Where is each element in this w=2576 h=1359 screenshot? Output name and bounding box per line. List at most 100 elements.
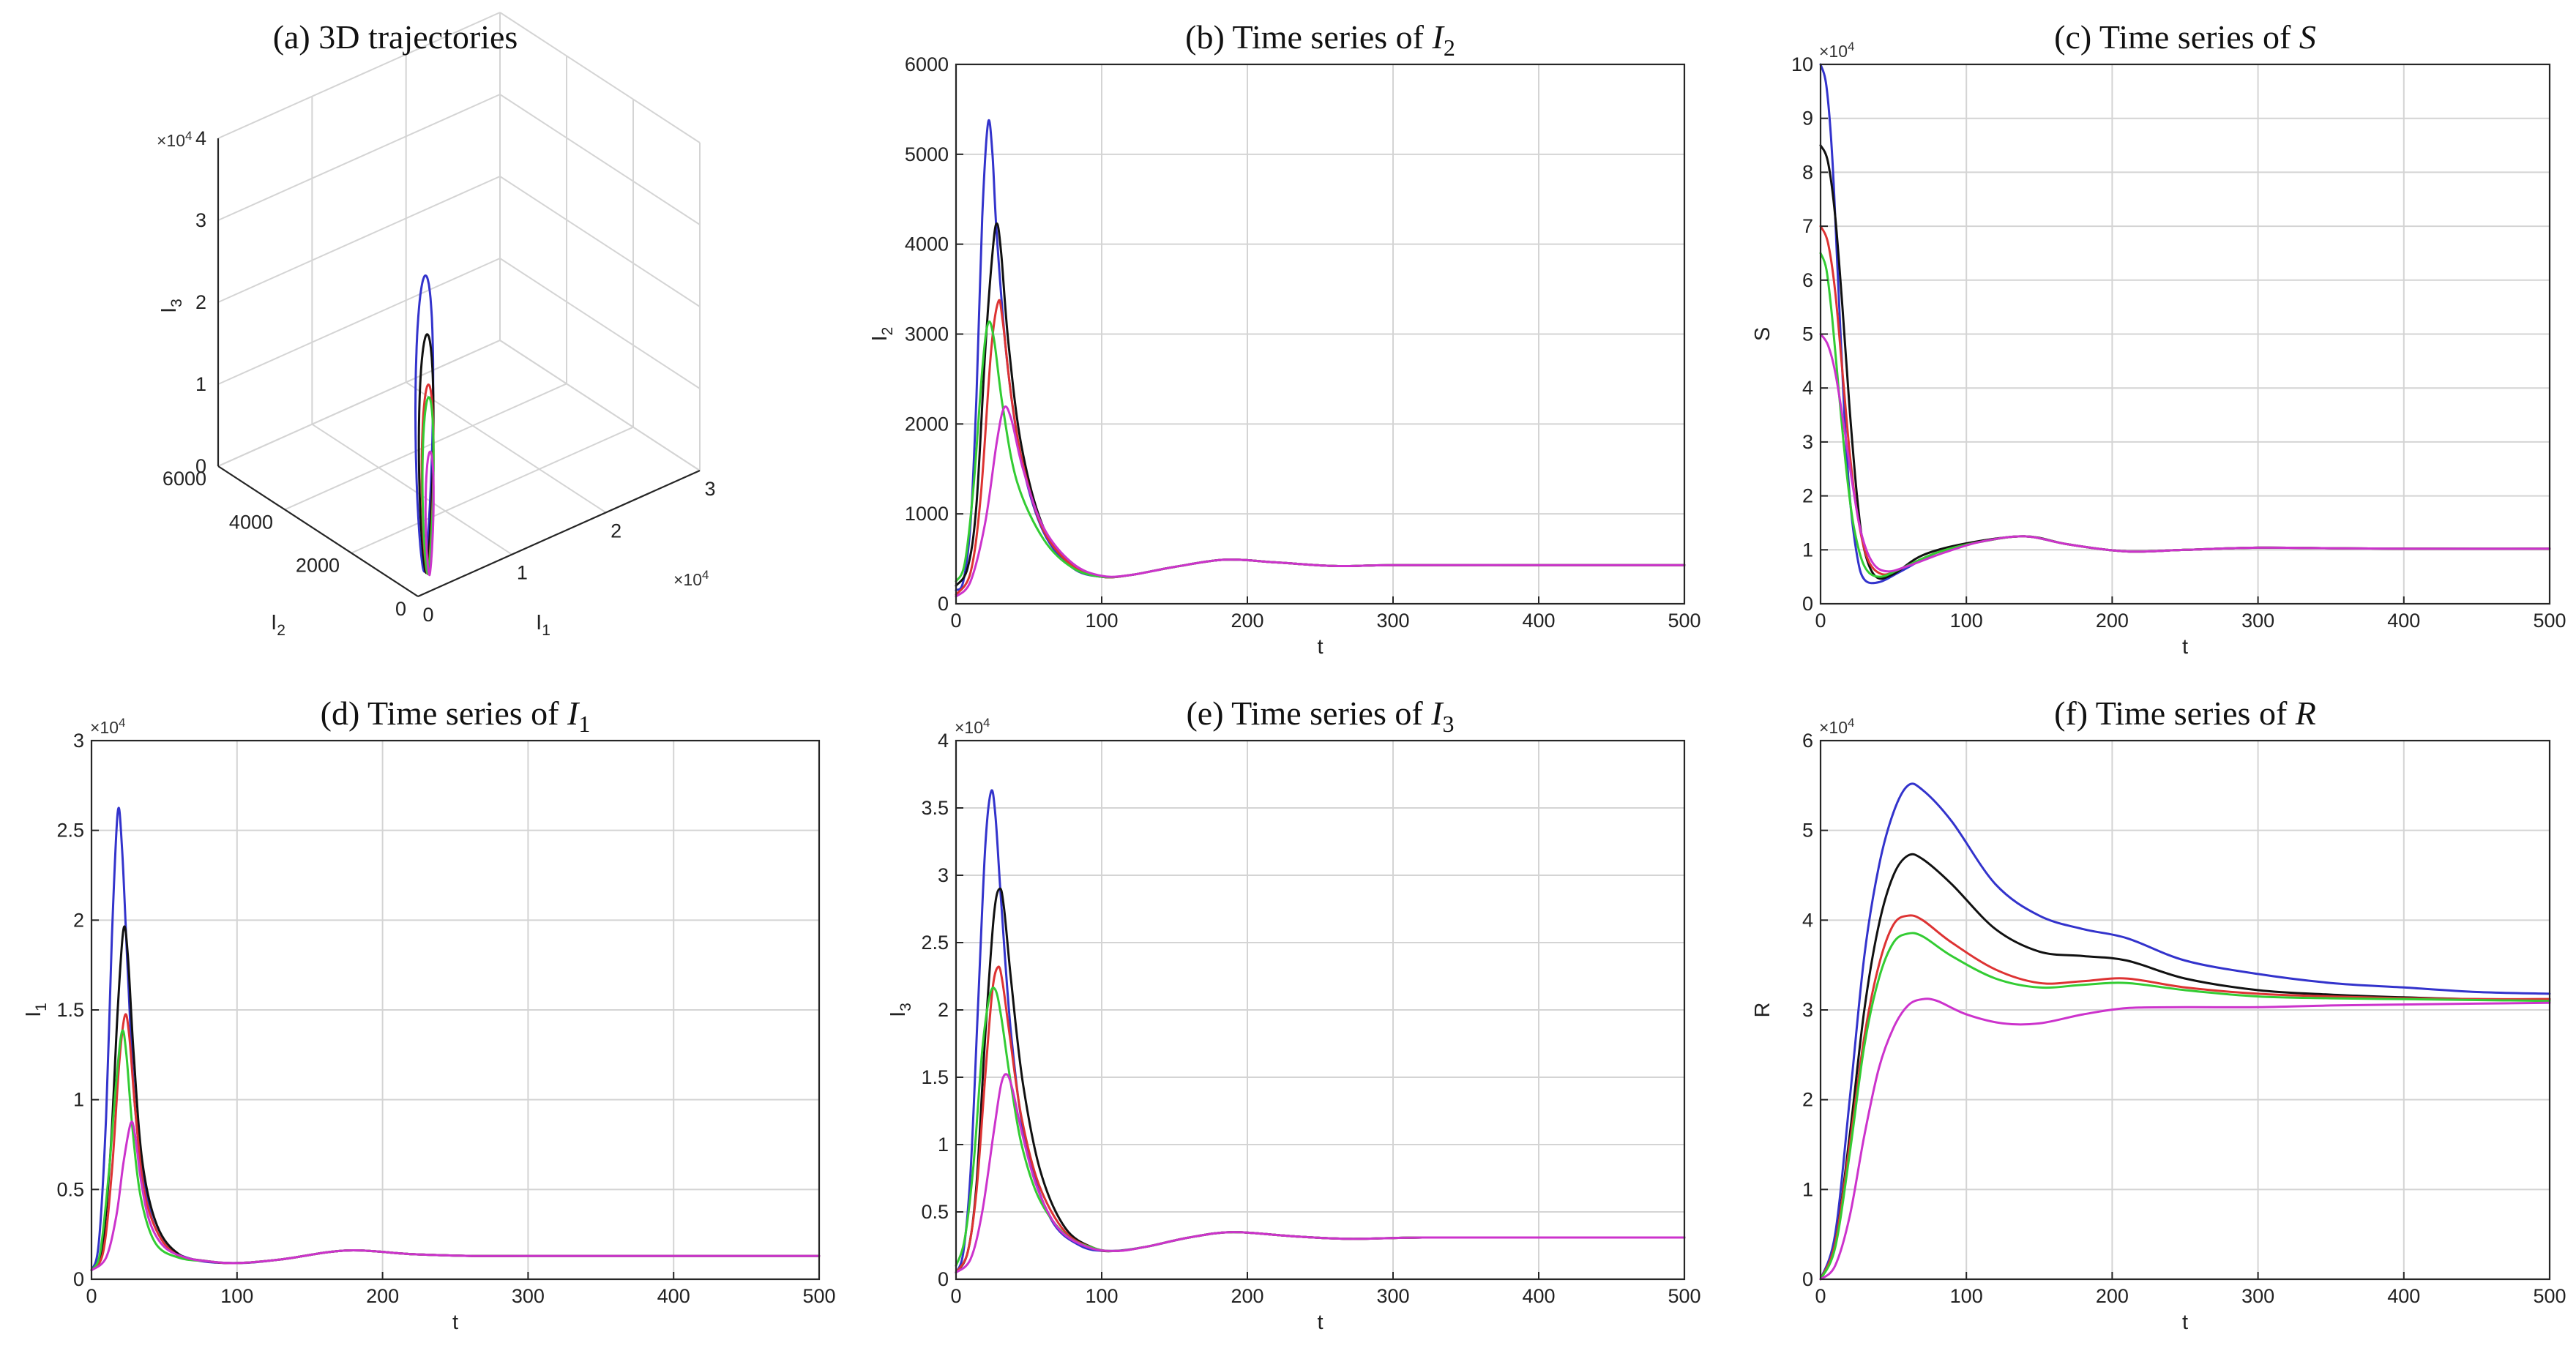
grid-line-z-wall [217, 258, 501, 385]
y-tick-label: 2 [938, 999, 949, 1021]
y-tick-label: 0.5 [921, 1201, 949, 1223]
panel-title: (b) Time series of I2 [1185, 18, 1455, 61]
x-axis-label: t [1317, 1311, 1323, 1334]
x-tick-label: 500 [802, 1285, 835, 1307]
trajectory-loop-5 [424, 450, 435, 577]
y-tick-label: 0.5 [56, 1178, 84, 1200]
y-tick-label: 3000 [905, 323, 949, 345]
panel-b: 0 100 200 300 400 500010002000300040005000600… [868, 18, 1701, 659]
x-tick-label: 200 [366, 1285, 399, 1307]
z-tick-label: 1 [195, 373, 206, 395]
grid-line-z-wall [217, 176, 501, 303]
grid-line-z-wall [217, 12, 501, 139]
x-tick-label: 300 [2241, 610, 2274, 632]
x-tick-label: 0 [950, 610, 961, 632]
grid-line-y-floor [284, 383, 567, 511]
y-axis-label: I2 [271, 611, 285, 639]
x-tick-label: 3 [704, 478, 715, 500]
grid-line-z-wall [217, 94, 501, 221]
panel-title: (c) Time series of S [2054, 18, 2316, 56]
y-tick-label: 5000 [905, 143, 949, 165]
x-tick-label: 500 [2533, 1285, 2566, 1307]
x-tick-label: 200 [1231, 610, 1263, 632]
y-tick-label: 6000 [905, 53, 949, 75]
grid-line-z-wall2 [499, 176, 701, 307]
y-tick-label: 1000 [905, 503, 949, 525]
y-axis-line [217, 465, 419, 597]
y-tick-label: 0 [938, 1268, 949, 1290]
x-tick-label: 400 [2387, 610, 2420, 632]
x-tick-label: 100 [1950, 610, 1983, 632]
x-tick-label: 100 [1085, 1285, 1118, 1307]
x-tick-label: 0 [1815, 610, 1826, 632]
x-tick-label: 500 [2533, 610, 2566, 632]
z-axis-label: I3 [157, 299, 185, 313]
y-tick-label: 0 [1802, 1268, 1813, 1290]
y-tick-label: 1 [1802, 1178, 1813, 1200]
y-tick-label: 2 [73, 909, 84, 931]
y-tick-label: 4 [1802, 909, 1813, 931]
x-tick-label: 100 [1085, 610, 1118, 632]
series-line-1 [955, 119, 1686, 592]
series-line-2 [955, 887, 1686, 1274]
series-line-4 [1819, 932, 2551, 1281]
y-tick-label: 1 [938, 1134, 949, 1156]
panel-e: 0 100 200 300 400 500 0 0.5 1 1.5 2 2.5 3 3.5 4 t I3 ×104… [886, 695, 1701, 1334]
grid-line-x-floor [311, 423, 512, 555]
series-line-3 [1819, 225, 2551, 576]
y-tick-label: 3.5 [921, 797, 949, 819]
series-line-3 [1819, 914, 2551, 1281]
panel-title: (d) Time series of I1 [321, 695, 591, 737]
x-tick-label: 500 [1668, 610, 1700, 632]
y-tick-label: 4000 [905, 233, 949, 255]
y-tick-label: 7 [1802, 215, 1813, 237]
series-line-2 [90, 925, 821, 1272]
z-tick-label: 4 [195, 127, 206, 149]
series-line-2 [955, 222, 1686, 587]
y-tick-label: 3 [73, 730, 84, 752]
grid-line-z-wall [217, 340, 501, 467]
x-tick-label: 100 [1950, 1285, 1983, 1307]
series-line-1 [955, 789, 1686, 1274]
x-tick-label: 0 [86, 1285, 97, 1307]
panel-c: 0 100 200 300 400 500 0 1 2 3 4 5 6 7 8 9 10 t S ×104 (c) Ti… [1751, 18, 2566, 659]
x-tick-label: 200 [2096, 610, 2129, 632]
x-axis-label: I1 [536, 611, 550, 639]
series-line-4 [955, 320, 1686, 583]
y-tick-label: 1.5 [921, 1066, 949, 1088]
grid-line-y-floor [351, 426, 634, 554]
y-tick-label: 2 [1802, 1089, 1813, 1111]
x-tick-label: 400 [2387, 1285, 2420, 1307]
x-axis-label: t [2182, 635, 2188, 659]
panel-title: (e) Time series of I3 [1186, 695, 1454, 737]
x-axis-label: t [452, 1311, 458, 1334]
y-tick-label: 1 [73, 1089, 84, 1111]
y-tick-label: 8 [1802, 161, 1813, 183]
y-tick-label: 6 [1802, 730, 1813, 752]
series-line-3 [90, 1013, 821, 1272]
x-tick-label: 300 [1376, 1285, 1409, 1307]
y-tick-label: 3 [938, 864, 949, 886]
y-tick-label: 3 [1802, 999, 1813, 1021]
axis-multiplier: ×104 [90, 716, 125, 737]
z-tick-label: 0 [195, 455, 206, 477]
axis-multiplier: ×104 [1819, 716, 1854, 737]
z-tick-label: 3 [195, 209, 206, 231]
x-tick-label: 0 [1815, 1285, 1826, 1307]
y-tick-label: 2.5 [56, 820, 84, 842]
series-line-5 [1819, 997, 2551, 1281]
z-multiplier: ×104 [157, 129, 192, 150]
grid-line-z-wall2 [499, 94, 701, 225]
x-tick-label: 300 [1376, 610, 1409, 632]
y-tick-label: 6 [1802, 269, 1813, 291]
y-tick-label: 2 [1802, 485, 1813, 507]
series-line-4 [955, 987, 1686, 1268]
y-tick-label: 0 [1802, 593, 1813, 615]
y-tick-label: 0 [395, 598, 406, 620]
series-line-2 [1819, 853, 2551, 1281]
y-tick-label: 1.5 [56, 999, 84, 1021]
y-tick-label: 3 [1802, 431, 1813, 453]
x-axis-label: t [1317, 635, 1323, 659]
